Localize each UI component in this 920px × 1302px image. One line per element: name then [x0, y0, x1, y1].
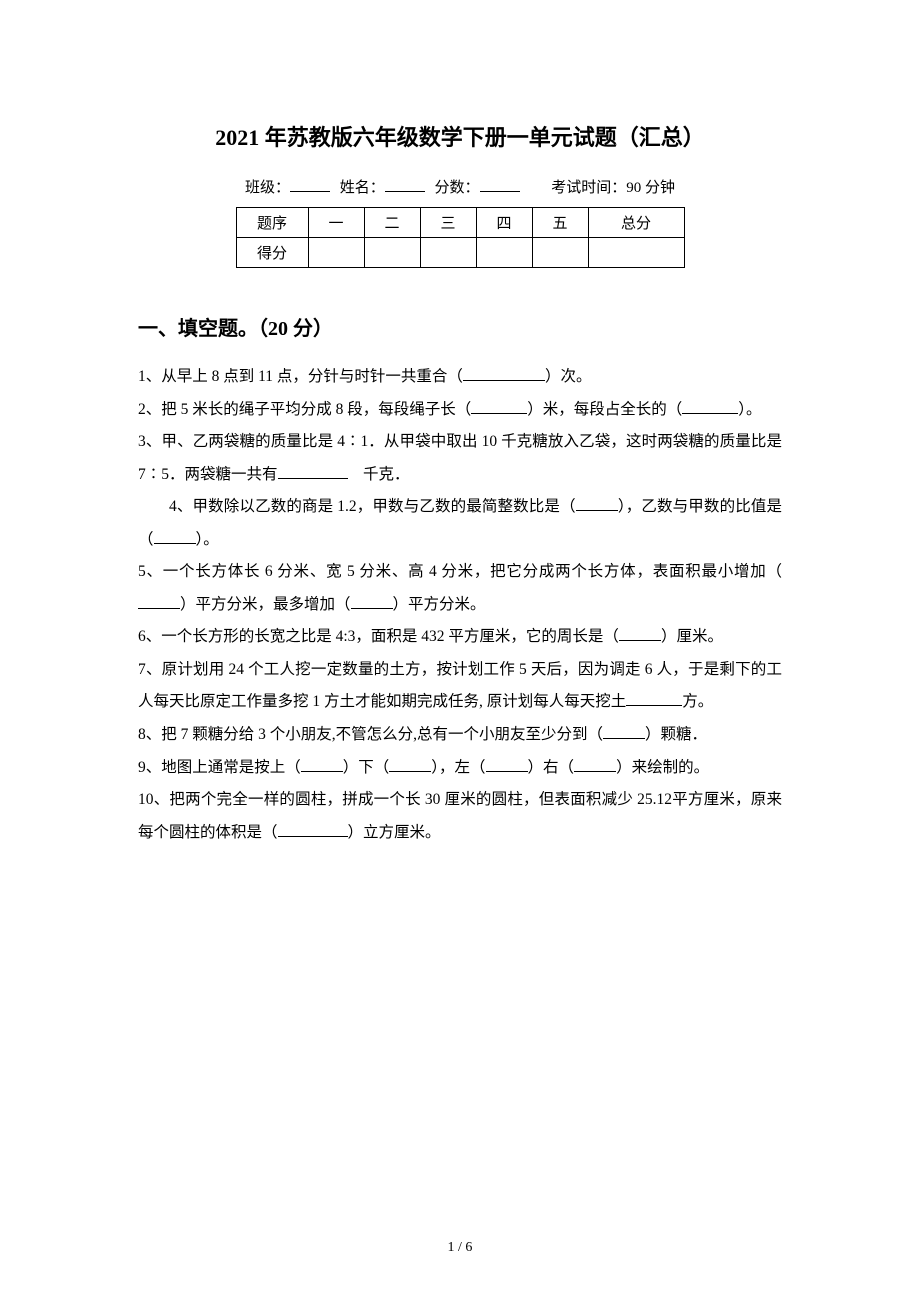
td-cell — [532, 238, 588, 268]
q-text: ）次。 — [545, 368, 592, 385]
th-col: 五 — [532, 208, 588, 238]
blank — [471, 413, 527, 414]
td-cell — [308, 238, 364, 268]
td-cell — [420, 238, 476, 268]
question-5: 5、一个长方体长 6 分米、宽 5 分米、高 4 分米，把它分成两个长方体，表面… — [138, 556, 782, 621]
name-label: 姓名： — [340, 180, 385, 196]
th-col: 一 — [308, 208, 364, 238]
blank — [682, 413, 738, 414]
td-cell — [476, 238, 532, 268]
question-7: 7、原计划用 24 个工人挖一定数量的土方，按计划工作 5 天后，因为调走 6 … — [138, 654, 782, 719]
th-col: 三 — [420, 208, 476, 238]
q-text: ），左（ — [431, 759, 485, 776]
blank — [574, 771, 616, 772]
q-text: 2、把 5 米长的绳子平均分成 8 段，每段绳子长（ — [138, 401, 471, 418]
th-total: 总分 — [588, 208, 684, 238]
q-text: ）。 — [196, 531, 219, 548]
section-heading: 一、填空题。（20 分） — [138, 312, 782, 341]
blank — [576, 510, 618, 511]
question-1: 1、从早上 8 点到 11 点，分针与时针一共重合（ ）次。 — [138, 361, 782, 394]
q-text: 3、甲、乙两袋糖的质量比是 4∶1．从甲袋中取出 10 千克糖放入乙袋，这时两袋… — [138, 433, 782, 483]
q-text: 8、把 7 颗糖分给 3 个小朋友,不管怎么分,总有一个小朋友至少分到（ — [138, 726, 603, 743]
th-col: 四 — [476, 208, 532, 238]
question-9: 9、地图上通常是按上（ ）下（ ），左（ ）右（ ）来绘制的。 — [138, 752, 782, 785]
class-blank — [290, 174, 330, 192]
td-cell — [364, 238, 420, 268]
q-text: ）来绘制的。 — [616, 759, 709, 776]
q-text: ）平方分米，最多增加（ — [180, 596, 351, 613]
blank — [486, 771, 528, 772]
td-label: 得分 — [236, 238, 308, 268]
table-row: 题序 一 二 三 四 五 总分 — [236, 208, 684, 238]
q-text: ）立方厘米。 — [348, 824, 441, 841]
q-text: ）。 — [738, 401, 761, 418]
q-text: 千克． — [348, 466, 410, 483]
q-text: 1、从早上 8 点到 11 点，分针与时针一共重合（ — [138, 368, 463, 385]
q-text: ）右（ — [528, 759, 575, 776]
question-4: 4、甲数除以乙数的商是 1.2，甲数与乙数的最简整数比是（），乙数与甲数的比值是… — [138, 491, 782, 556]
blank — [351, 608, 393, 609]
exam-time-label: 考试时间：90 分钟 — [551, 180, 675, 196]
blank — [626, 705, 682, 706]
q-text: ）颗糖． — [645, 726, 707, 743]
question-10: 10、把两个完全一样的圆柱，拼成一个长 30 厘米的圆柱，但表面积减少 25.1… — [138, 784, 782, 849]
blank — [154, 543, 196, 544]
score-blank — [480, 174, 520, 192]
blank — [603, 738, 645, 739]
name-blank — [385, 174, 425, 192]
meta-line: 班级： 姓名： 分数： 考试时间：90 分钟 — [138, 174, 782, 197]
blank — [619, 640, 661, 641]
page-title: 2021 年苏教版六年级数学下册一单元试题（汇总） — [138, 120, 782, 152]
q-text: 9、地图上通常是按上（ — [138, 759, 301, 776]
th-col: 二 — [364, 208, 420, 238]
q-text: 6、一个长方形的长宽之比是 4:3，面积是 432 平方厘米，它的周长是（ — [138, 628, 619, 645]
q-text: ）厘米。 — [661, 628, 723, 645]
blank — [138, 608, 180, 609]
q-text: ）下（ — [343, 759, 390, 776]
class-label: 班级： — [245, 180, 290, 196]
blank — [301, 771, 343, 772]
page-number: 1 / 6 — [0, 1240, 920, 1256]
question-3: 3、甲、乙两袋糖的质量比是 4∶1．从甲袋中取出 10 千克糖放入乙袋，这时两袋… — [138, 426, 782, 491]
question-6: 6、一个长方形的长宽之比是 4:3，面积是 432 平方厘米，它的周长是（ ）厘米… — [138, 621, 782, 654]
q-text: 方。 — [682, 693, 713, 710]
q-text: 5、一个长方体长 6 分米、宽 5 分米、高 4 分米，把它分成两个长方体，表面… — [138, 563, 782, 580]
question-2: 2、把 5 米长的绳子平均分成 8 段，每段绳子长（ ）米，每段占全长的（ ）。 — [138, 394, 782, 427]
table-row: 得分 — [236, 238, 684, 268]
td-cell — [588, 238, 684, 268]
score-label: 分数： — [435, 180, 480, 196]
q-text: 4、甲数除以乙数的商是 1.2，甲数与乙数的最简整数比是（ — [169, 498, 576, 515]
blank — [389, 771, 431, 772]
blank — [278, 478, 348, 479]
score-table: 题序 一 二 三 四 五 总分 得分 — [236, 207, 685, 268]
q-text: ）米，每段占全长的（ — [527, 401, 682, 418]
q-text: 10、把两个完全一样的圆柱，拼成一个长 30 厘米的圆柱，但表面积减少 25.1… — [138, 791, 782, 841]
q-text: ）平方分米。 — [393, 596, 486, 613]
blank — [463, 380, 545, 381]
th-label: 题序 — [236, 208, 308, 238]
question-8: 8、把 7 颗糖分给 3 个小朋友,不管怎么分,总有一个小朋友至少分到（ ）颗糖． — [138, 719, 782, 752]
blank — [278, 836, 348, 837]
